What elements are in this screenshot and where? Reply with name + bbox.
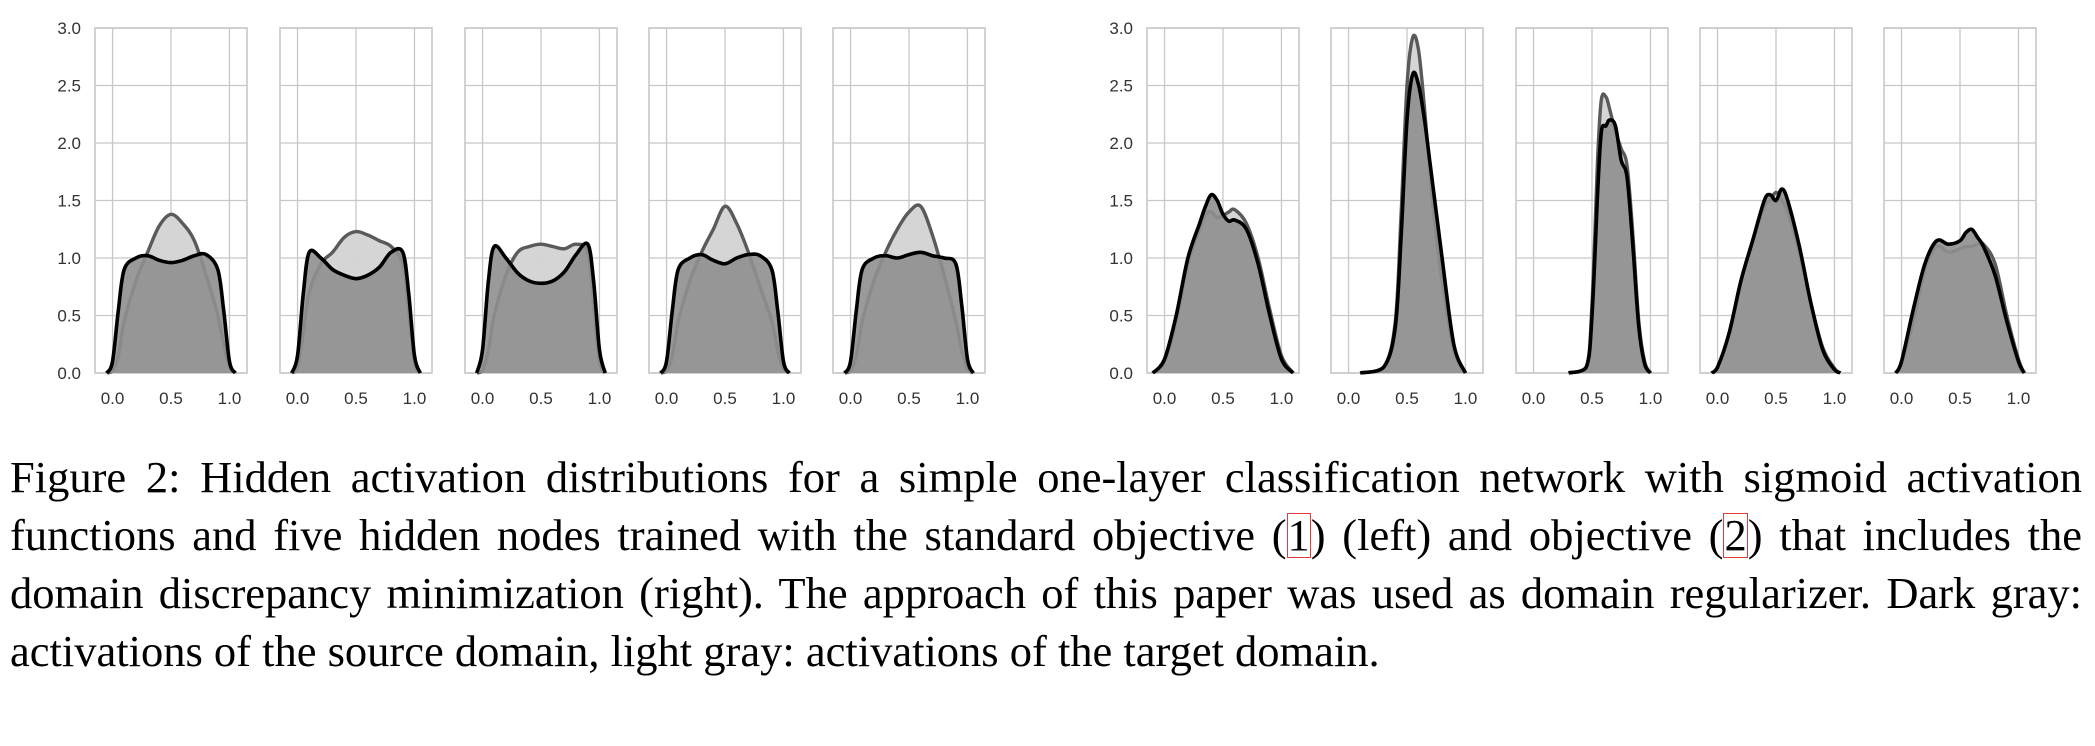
left-panel-1-xtick-label: 0.0 [101,389,125,408]
right-panel-4-source-line [1710,187,1842,375]
left-panel-4-xtick-label: 1.0 [772,389,796,408]
right-panel-5-source-line [1894,227,2026,375]
right-panel-5-xtick-label: 0.0 [1890,389,1914,408]
figure-2-chart: 0.0 0.5 1.0 0.0 0.5 1.0 1.5 2.0 2.5 3.0 0.0 0.5 1.0 0… [57,19,2037,408]
left-panel-2-source-area [291,248,421,373]
left-ytick-label: 3.0 [57,19,81,38]
right-panel-5-xtick-label: 1.0 [2007,389,2031,408]
right-ytick-label: 3.0 [1109,19,1133,38]
right-panel-3-xtick-label: 1.0 [1639,389,1663,408]
left-panel-5-source-line [843,250,975,375]
left-panel-3-xtick-label: 0.0 [471,389,495,408]
left-panel-5-xtick-label: 1.0 [956,389,980,408]
left-ytick-label: 1.0 [57,249,81,268]
right-panel-1-xtick-label: 1.0 [1270,389,1294,408]
left-ytick-label: 2.5 [57,77,81,96]
right-panel-2-xtick-label: 1.0 [1454,389,1478,408]
left-panel-2-xtick-label: 0.0 [286,389,310,408]
right-ytick-label: 1.5 [1109,192,1133,211]
right-ytick-label: 2.0 [1109,134,1133,153]
equation-ref-1[interactable]: 1 [1286,510,1311,560]
right-panel-3-source-line [1568,118,1652,375]
left-panel-1-source-area [106,253,236,373]
left-panel-4-xtick-label: 0.0 [655,389,679,408]
right-panel-4-source-area [1711,189,1841,373]
right-panel-2-xtick-label: 0.5 [1395,389,1419,408]
right-panel-1-xtick-label: 0.0 [1153,389,1177,408]
left-panel-5-source-area [844,252,974,373]
left-panel-5-xtick-label: 0.0 [839,389,863,408]
right-panel-2-source-area [1360,72,1466,374]
left-panel-3-xtick-label: 1.0 [588,389,612,408]
left-ytick-label: 1.5 [57,192,81,211]
right-panel-5-xtick-label: 0.5 [1948,389,1972,408]
left-panel-2-xtick-label: 1.0 [403,389,427,408]
right-panel-1-source-line [1151,192,1295,375]
equation-ref-2[interactable]: 2 [1723,510,1748,560]
right-panel-4-xtick-label: 0.0 [1706,389,1730,408]
left-panel-1-xtick-label: 0.5 [159,389,183,408]
right-panel-2-xtick-label: 0.0 [1337,389,1361,408]
right-panel-4-xtick-label: 1.0 [1823,389,1847,408]
right-panel-1-xtick-label: 0.5 [1211,389,1235,408]
right-panel-4-xtick-label: 0.5 [1764,389,1788,408]
left-panel-4-source-line [659,252,791,375]
right-ytick-label: 2.5 [1109,77,1133,96]
caption-text-2: ) (left) and objective ( [1310,510,1724,560]
left-panel-4-source-area [660,254,790,373]
right-panel-3-source-area [1568,119,1651,373]
left-panel-3-source-area [476,243,606,373]
left-panel-5-xtick-label: 0.5 [897,389,921,408]
right-ytick-label: 1.0 [1109,249,1133,268]
left-panel-1-source-line [105,251,237,375]
left-ytick-label: 0.5 [57,307,81,326]
left-panel-2-xtick-label: 0.5 [344,389,368,408]
right-panel-3-xtick-label: 0.0 [1522,389,1546,408]
right-ytick-label: 0.0 [1109,364,1133,383]
right-panel-1-source-area [1152,194,1294,373]
left-ytick-label: 0.0 [57,364,81,383]
left-panel-3-xtick-label: 0.5 [529,389,553,408]
right-panel-3-xtick-label: 0.5 [1580,389,1604,408]
right-ytick-label: 0.5 [1109,307,1133,326]
figure-caption: Figure 2: Hidden activation distribution… [10,448,2082,680]
left-panel-2-source-line [289,246,423,374]
caption-text-3: ) that includes the domain discrepancy m… [10,510,2082,676]
left-panel-4-xtick-label: 0.5 [713,389,737,408]
left-panel-3-source-line [474,241,608,374]
left-ytick-label: 2.0 [57,134,81,153]
right-panel-5-source-area [1895,229,2025,373]
caption-text-1: Figure 2: Hidden activation distribution… [10,452,2082,560]
left-panel-1-xtick-label: 1.0 [218,389,242,408]
right-panel-2-source-line [1359,70,1468,375]
